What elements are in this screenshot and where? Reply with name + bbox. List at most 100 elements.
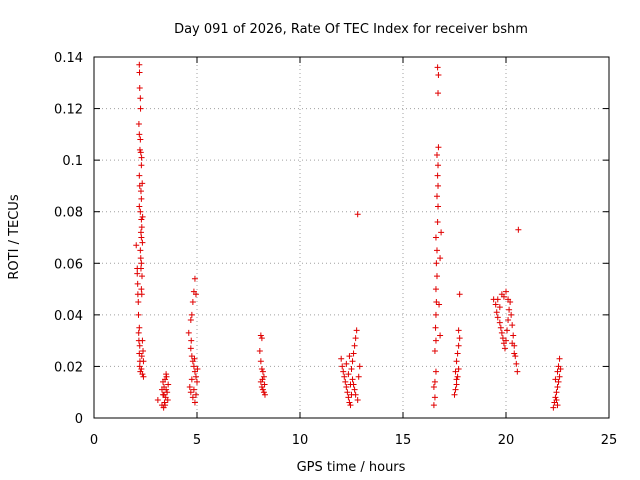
data-point: [346, 399, 353, 406]
data-point: [188, 376, 195, 383]
data-point: [137, 188, 144, 195]
data-point: [346, 353, 353, 360]
data-point: [135, 329, 142, 336]
y-tick-label: 0.02: [54, 360, 83, 375]
data-point: [453, 381, 460, 388]
data-point: [192, 291, 199, 298]
data-point: [259, 376, 266, 383]
data-point: [435, 72, 442, 79]
x-tick-label: 0: [90, 433, 98, 448]
data-point: [343, 384, 350, 391]
data-point: [430, 402, 437, 409]
x-tick-label: 5: [193, 433, 201, 448]
y-tick-label: 0.12: [54, 103, 83, 118]
data-point: [352, 335, 359, 342]
data-point: [137, 208, 144, 215]
data-point: [432, 324, 439, 331]
data-point: [501, 345, 508, 352]
data-point: [138, 291, 145, 298]
data-point: [553, 389, 560, 396]
data-point: [435, 144, 442, 151]
y-tick-label: 0.1: [62, 154, 83, 169]
data-point: [456, 291, 463, 298]
data-point: [256, 347, 263, 354]
data-point: [185, 329, 192, 336]
data-point: [432, 337, 439, 344]
data-point: [348, 391, 355, 398]
data-point: [556, 355, 563, 362]
x-tick-label: 20: [498, 433, 515, 448]
data-point: [258, 384, 265, 391]
data-point: [137, 255, 144, 262]
data-points: [133, 61, 564, 411]
data-point: [139, 180, 146, 187]
data-point: [456, 335, 463, 342]
data-point: [514, 368, 521, 375]
data-point: [496, 304, 503, 311]
data-point: [356, 363, 363, 370]
data-point: [503, 337, 509, 344]
x-axis-label: GPS time / hours: [297, 460, 406, 475]
data-point: [351, 342, 358, 349]
y-axis-label: ROTI / TECUs: [7, 194, 22, 279]
data-point: [504, 327, 511, 334]
data-point: [431, 394, 438, 401]
data-point: [134, 270, 141, 277]
data-point: [557, 366, 564, 373]
y-tick-label: 0.08: [54, 206, 83, 221]
data-point: [508, 311, 515, 318]
grid-lines: [94, 57, 609, 418]
data-point: [134, 280, 141, 287]
data-point: [355, 373, 362, 380]
data-point: [432, 368, 439, 375]
data-point: [135, 298, 142, 305]
data-point: [513, 360, 520, 367]
data-point: [136, 146, 143, 153]
data-point: [435, 90, 442, 97]
data-point: [338, 355, 345, 362]
data-point: [353, 327, 360, 334]
data-point: [138, 286, 145, 293]
data-point: [455, 342, 462, 349]
data-point: [434, 64, 441, 71]
tick-labels: 0 5 10 15 20 25 0 0.02 0.04 0.06 0.08 0.1 0.12 0.14: [54, 51, 617, 448]
data-point: [138, 273, 145, 280]
data-point: [161, 399, 168, 406]
data-point: [139, 213, 146, 220]
data-point: [503, 288, 509, 295]
data-point: [455, 366, 462, 373]
data-point: [554, 384, 561, 391]
data-point: [554, 368, 561, 375]
data-point: [554, 402, 561, 409]
data-point: [136, 342, 143, 349]
data-point: [191, 275, 198, 282]
data-point: [552, 376, 559, 383]
x-tick-label: 15: [395, 433, 412, 448]
axis-ticks: [93, 56, 610, 419]
data-point: [455, 327, 462, 334]
data-point: [433, 273, 440, 280]
data-point: [556, 373, 563, 380]
data-point: [345, 394, 352, 401]
data-point: [160, 378, 167, 385]
data-point: [432, 286, 439, 293]
data-point: [192, 373, 199, 380]
data-point: [138, 224, 145, 231]
data-point: [137, 105, 144, 112]
data-point: [140, 358, 147, 365]
data-point: [257, 358, 264, 365]
data-point: [434, 172, 441, 179]
data-point: [190, 386, 197, 393]
data-point: [494, 314, 501, 321]
data-point: [432, 311, 439, 318]
data-point: [140, 347, 147, 354]
data-point: [138, 195, 145, 202]
data-point: [257, 332, 264, 339]
data-point: [135, 311, 142, 318]
data-point: [135, 121, 142, 128]
data-point: [433, 247, 440, 254]
data-point: [190, 363, 197, 370]
data-point: [188, 337, 195, 344]
data-point: [163, 373, 170, 380]
data-point: [194, 366, 201, 373]
